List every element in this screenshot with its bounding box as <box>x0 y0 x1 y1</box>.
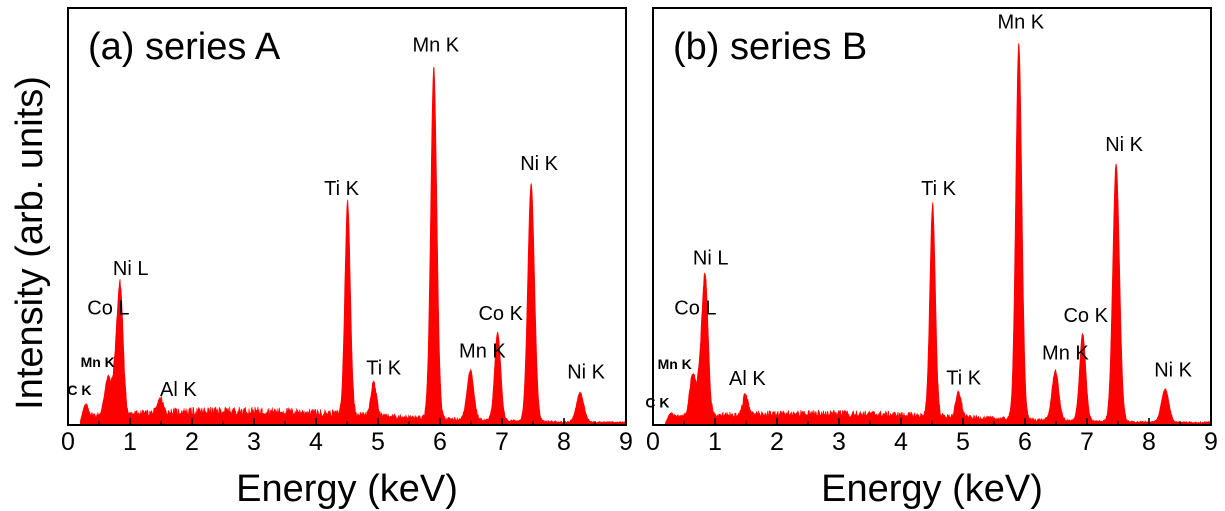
peak-label: Mn K <box>412 34 459 56</box>
peak-label: C K <box>645 394 669 410</box>
peak-label: Ni K <box>1105 134 1143 156</box>
x-tick-label: 2 <box>770 428 784 456</box>
spectrum-area <box>665 43 1212 426</box>
x-tick-label: 7 <box>495 428 509 456</box>
peak-label: Ti K <box>366 357 401 379</box>
peak-label: Al K <box>729 368 766 390</box>
x-tick-label: 5 <box>956 428 970 456</box>
panel-series-b: 0 1 2 3 4 5 6 7 8 9 Energy (keV) (b) series B C K Mn … <box>645 7 1218 510</box>
panel-series-a: 0 1 2 3 4 5 6 7 8 9 Energy (keV) (a) series A C K Mn … <box>61 7 633 510</box>
peak-label: Co K <box>478 303 523 325</box>
peak-label: Co L <box>87 297 129 319</box>
x-tick-label: 9 <box>619 428 633 456</box>
peak-label: Mn K <box>997 11 1044 33</box>
panel-title: (a) series A <box>88 26 281 68</box>
peak-label: Ni K <box>1154 359 1192 381</box>
peak-label: Ni L <box>113 258 149 280</box>
peak-label: Ti K <box>324 178 359 200</box>
peak-label: Mn K <box>459 341 506 363</box>
peak-label: Ni K <box>567 362 605 384</box>
x-axis-label: Energy (keV) <box>821 468 1043 510</box>
panel-title: (b) series B <box>673 26 867 68</box>
peak-label: Al K <box>160 379 197 401</box>
peak-label: Mn K <box>658 356 692 372</box>
x-tick-label: 4 <box>309 428 323 456</box>
x-tick-label: 3 <box>247 428 261 456</box>
x-tick-label: 1 <box>708 428 722 456</box>
x-tick-label: 2 <box>185 428 199 456</box>
peak-label: Ti K <box>946 368 981 390</box>
x-tick-label: 5 <box>371 428 385 456</box>
x-tick-label: 0 <box>646 428 660 456</box>
x-axis-label: Energy (keV) <box>236 468 458 510</box>
x-tick-label: 6 <box>433 428 447 456</box>
peak-label: Co L <box>674 298 716 320</box>
x-tick-label: 8 <box>557 428 571 456</box>
x-tick-label: 3 <box>832 428 846 456</box>
x-tick-label: 8 <box>1142 428 1156 456</box>
peak-label: Co K <box>1063 305 1108 327</box>
x-tick-label: 4 <box>894 428 908 456</box>
peak-label: Ni L <box>693 247 729 269</box>
peak-label: Ti K <box>921 178 956 200</box>
x-tick-label: 1 <box>123 428 137 456</box>
spectrum-area <box>80 67 627 426</box>
x-tick-label: 6 <box>1018 428 1032 456</box>
peak-label: Ni K <box>520 153 558 175</box>
x-tick-label: 9 <box>1204 428 1218 456</box>
y-axis-label: Intensity (arb. units) <box>9 76 51 410</box>
peak-label: C K <box>67 382 91 398</box>
peak-label: Mn K <box>1042 343 1089 365</box>
x-tick-label: 7 <box>1080 428 1094 456</box>
peak-label: Mn K <box>81 354 115 370</box>
x-tick-label: 0 <box>61 428 75 456</box>
